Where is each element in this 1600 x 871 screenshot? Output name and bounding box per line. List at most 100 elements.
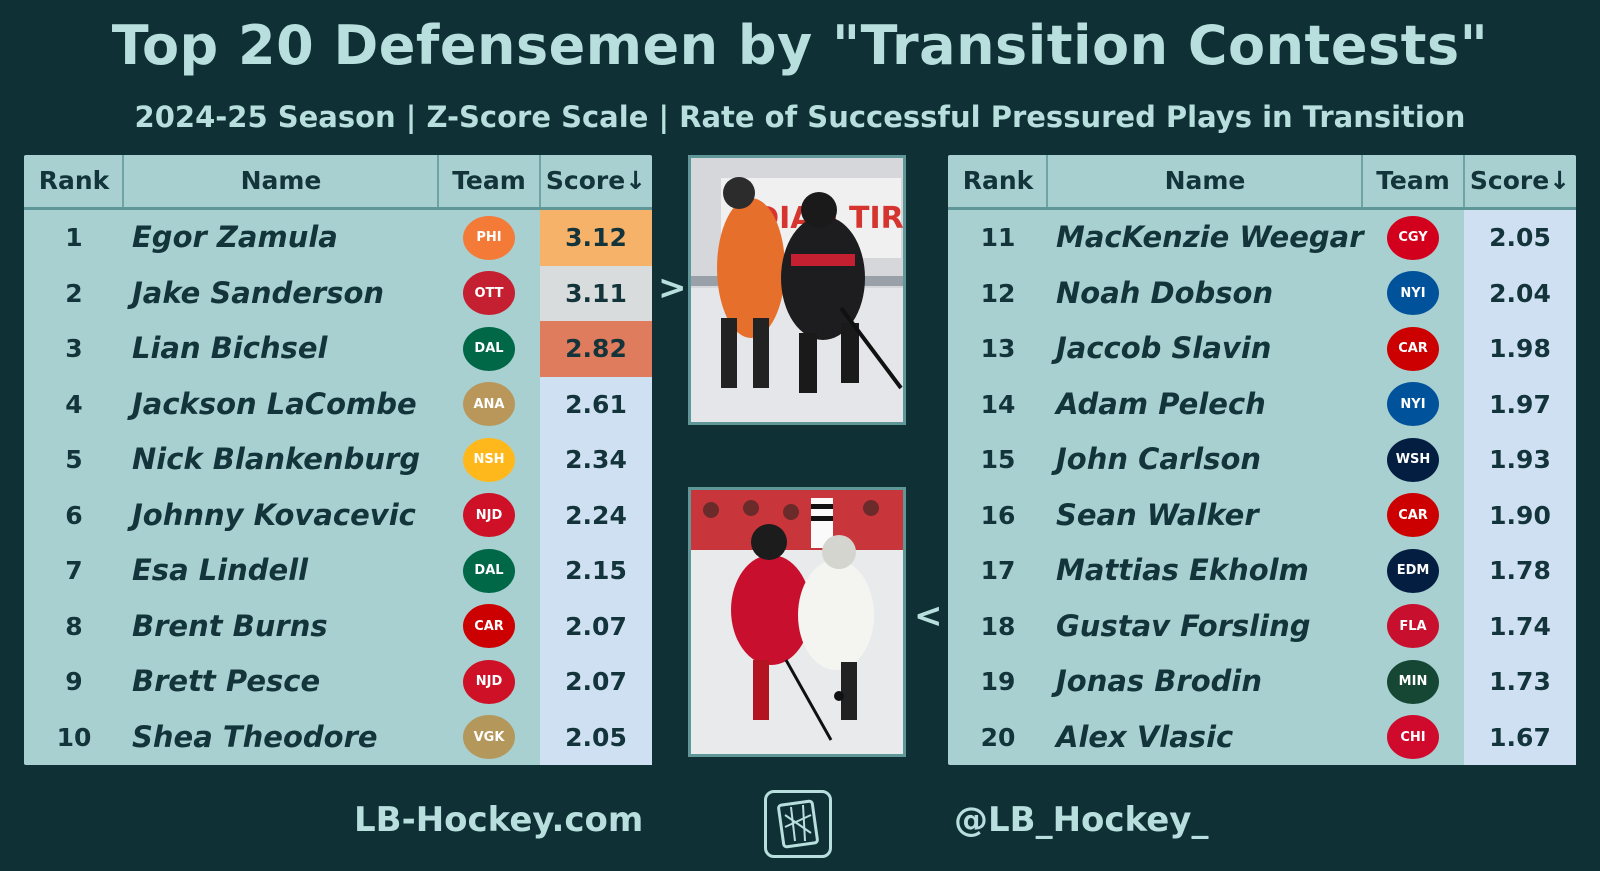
player-name[interactable]: Lian Bichsel [132, 331, 328, 365]
table-row[interactable]: 10 Shea Theodore VGK 2.05 [24, 710, 652, 766]
player-name[interactable]: John Carlson [1056, 442, 1262, 476]
table-row[interactable]: 12 Noah Dobson NYI 2.04 [948, 266, 1576, 322]
player-name[interactable]: Nick Blankenburg [132, 442, 421, 476]
islanders-logo-icon: NYI [1387, 382, 1439, 427]
team-cell: CAR [1362, 488, 1464, 544]
site-url[interactable]: LB-Hockey.com [354, 800, 644, 840]
player-score: 1.93 [1489, 445, 1551, 474]
player-name[interactable]: Egor Zamula [132, 220, 338, 254]
right-rankings-table: Rank Name Team Score↓ 11 MacKenzie Weegar… [948, 155, 1576, 765]
player-name[interactable]: Brett Pesce [132, 664, 321, 698]
player-name[interactable]: Johnny Kovacevic [132, 497, 416, 532]
team-cell: NSH [438, 432, 540, 488]
score-column-header[interactable]: Score↓ [1469, 166, 1571, 195]
team-cell: FLA [1362, 599, 1464, 655]
player-name[interactable]: Esa Lindell [132, 553, 309, 587]
panthers-logo-icon: FLA [1387, 604, 1439, 649]
golden-knights-logo-icon: VGK [463, 715, 515, 760]
player-rank: 5 [65, 445, 83, 474]
player-score: 1.97 [1489, 389, 1551, 419]
name-column-header[interactable]: Name [240, 166, 322, 195]
left-rankings-table: Rank Name Team Score↓ 1 Egor Zamula PHI 3.1… [24, 155, 652, 765]
player-rank: 2 [65, 278, 83, 308]
table-header: Rank Name Team Score↓ [948, 155, 1576, 210]
table-row[interactable]: 20 Alex Vlasic CHI 1.67 [948, 710, 1576, 766]
hurricanes-logo-icon: CAR [1387, 493, 1439, 538]
player-score: 2.34 [565, 445, 627, 474]
player-rank: 18 [980, 611, 1016, 641]
player-rank: 4 [65, 389, 83, 419]
team-column-header[interactable]: Team [1376, 166, 1450, 195]
hurricanes-logo-icon: CAR [1387, 326, 1439, 371]
flames-logo-icon: CGY [1387, 215, 1439, 260]
islanders-logo-icon: NYI [1387, 271, 1439, 316]
team-cell: MIN [1362, 654, 1464, 710]
table-row[interactable]: 4 Jackson LaCombe ANA 2.61 [24, 377, 652, 433]
player-score: 2.82 [540, 321, 652, 377]
player-score: 1.67 [1489, 722, 1551, 752]
player-name[interactable]: Adam Pelech [1056, 386, 1266, 421]
table-row[interactable]: 16 Sean Walker CAR 1.90 [948, 488, 1576, 544]
table-row[interactable]: 15 John Carlson WSH 1.93 [948, 432, 1576, 488]
team-cell: DAL [438, 321, 540, 377]
player-name[interactable]: Alex Vlasic [1056, 719, 1234, 754]
player-name[interactable]: MacKenzie Weegar [1056, 220, 1364, 254]
player-rank: 3 [65, 334, 83, 363]
table-row[interactable]: 5 Nick Blankenburg NSH 2.34 [24, 432, 652, 488]
player-score: 1.74 [1489, 611, 1551, 641]
action-photo-senators-flyers: ADIAN TIRE [688, 155, 906, 425]
player-name[interactable]: Jake Sanderson [132, 275, 385, 310]
column-divider [437, 155, 439, 207]
player-score: 2.05 [1489, 223, 1551, 252]
table-row[interactable]: 14 Adam Pelech NYI 1.97 [948, 377, 1576, 433]
team-cell: CAR [1362, 321, 1464, 377]
table-row[interactable]: 11 MacKenzie Weegar CGY 2.05 [948, 210, 1576, 266]
team-column-header[interactable]: Team [452, 166, 526, 195]
blackhawks-logo-icon: CHI [1387, 715, 1439, 760]
player-name[interactable]: Brent Burns [132, 608, 328, 643]
player-name[interactable]: Sean Walker [1056, 497, 1259, 532]
player-score: 1.98 [1489, 334, 1551, 363]
hurricanes-logo-icon: CAR [463, 604, 515, 649]
player-name[interactable]: Noah Dobson [1056, 275, 1274, 310]
player-score: 3.12 [540, 210, 652, 266]
senators-logo-icon: OTT [463, 271, 515, 316]
table-row[interactable]: 3 Lian Bichsel DAL 2.82 [24, 321, 652, 377]
team-cell: EDM [1362, 543, 1464, 599]
player-name[interactable]: Mattias Ekholm [1056, 553, 1309, 587]
table-row[interactable]: 8 Brent Burns CAR 2.07 [24, 599, 652, 655]
rank-column-header[interactable]: Rank [962, 166, 1034, 195]
table-row[interactable]: 7 Esa Lindell DAL 2.15 [24, 543, 652, 599]
social-handle[interactable]: @LB_Hockey_ [954, 800, 1209, 840]
player-rank: 10 [56, 722, 92, 752]
player-name[interactable]: Shea Theodore [132, 719, 378, 754]
player-name[interactable]: Gustav Forsling [1056, 608, 1311, 643]
rank-column-header[interactable]: Rank [38, 166, 110, 195]
table-row[interactable]: 6 Johnny Kovacevic NJD 2.24 [24, 488, 652, 544]
stars-logo-icon: DAL [463, 548, 515, 593]
player-score: 2.24 [565, 500, 627, 530]
table-row[interactable]: 1 Egor Zamula PHI 3.12 [24, 210, 652, 266]
player-name[interactable]: Jackson LaCombe [132, 386, 417, 421]
player-name[interactable]: Jaccob Slavin [1056, 331, 1272, 365]
table-row[interactable]: 17 Mattias Ekholm EDM 1.78 [948, 543, 1576, 599]
player-rank: 16 [980, 500, 1016, 530]
table-row[interactable]: 13 Jaccob Slavin CAR 1.98 [948, 321, 1576, 377]
player-rank: 9 [65, 667, 83, 696]
chevron-left-icon: < [914, 596, 943, 636]
table-row[interactable]: 18 Gustav Forsling FLA 1.74 [948, 599, 1576, 655]
table-body: 11 MacKenzie Weegar CGY 2.05 12 Noah Dobson NY… [948, 210, 1576, 765]
flyers-logo-icon: PHI [463, 215, 515, 260]
table-body: 1 Egor Zamula PHI 3.12 2 Jake Sanderson OTT 3.1… [24, 210, 652, 765]
table-row[interactable]: 19 Jonas Brodin MIN 1.73 [948, 654, 1576, 710]
player-rank: 11 [980, 223, 1016, 252]
name-column-header[interactable]: Name [1164, 166, 1246, 195]
lb-hockey-logo-icon [764, 790, 832, 858]
table-row[interactable]: 9 Brett Pesce NJD 2.07 [24, 654, 652, 710]
column-divider [539, 155, 541, 207]
action-photo-panthers-bruins [688, 487, 906, 757]
player-name[interactable]: Jonas Brodin [1056, 664, 1262, 698]
player-score: 2.07 [565, 667, 627, 696]
score-column-header[interactable]: Score↓ [545, 166, 647, 195]
table-row[interactable]: 2 Jake Sanderson OTT 3.11 [24, 265, 652, 321]
